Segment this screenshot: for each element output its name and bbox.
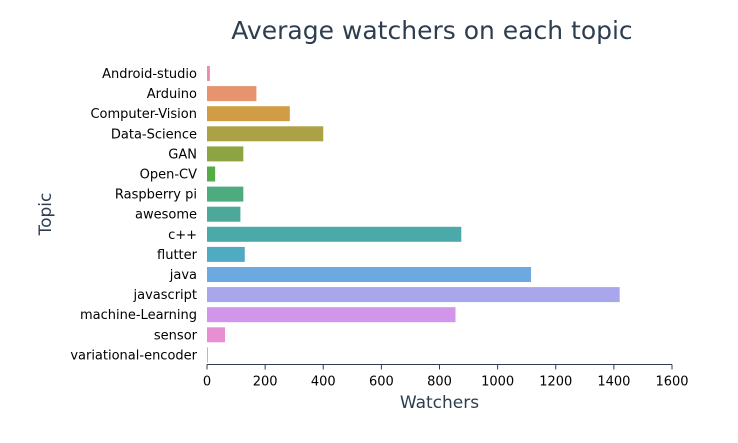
bars-layer <box>207 66 620 363</box>
y-tick-label-flutter: flutter <box>157 248 198 263</box>
bar-gan <box>207 146 244 162</box>
x-tick-label-1000: 1000 <box>481 375 514 390</box>
bar-awesome <box>207 206 241 222</box>
y-tick-label-open-cv: Open-CV <box>140 168 197 183</box>
y-tick-label-javascript: javascript <box>133 288 197 303</box>
x-tick-label-600: 600 <box>369 375 394 390</box>
bar-arduino <box>207 86 257 102</box>
y-tick-label-arduino: Arduino <box>147 87 197 102</box>
bar-android-studio <box>207 66 210 81</box>
bar-javascript <box>207 287 620 303</box>
bar-data-science <box>207 126 324 142</box>
y-tick-label-c: c++ <box>168 228 197 243</box>
x-tick-label-1200: 1200 <box>539 375 572 390</box>
y-axis-title: Topic <box>36 193 56 237</box>
bar-computer-vision <box>207 106 290 122</box>
bar-machine-learning <box>207 307 456 323</box>
y-tick-label-gan: GAN <box>168 147 197 162</box>
y-tick-labels: Android-studio Arduino Computer-Vision Data… <box>70 67 197 363</box>
y-tick-label-variational-encoder: variational-encoder <box>70 348 197 363</box>
x-tick-label-800: 800 <box>427 375 452 390</box>
y-tick-label-data-science: Data-Science <box>111 127 197 142</box>
bar-c <box>207 226 462 242</box>
x-axis-title: Watchers <box>400 393 479 413</box>
bar-flutter <box>207 246 245 262</box>
x-tick-label-1600: 1600 <box>655 375 688 390</box>
x-tick-label-0: 0 <box>203 375 211 390</box>
bar-open-cv <box>207 166 216 182</box>
x-tick-label-1400: 1400 <box>597 375 630 390</box>
y-tick-label-android-studio: Android-studio <box>102 67 197 82</box>
x-tick-label-400: 400 <box>311 375 336 390</box>
y-tick-label-awesome: awesome <box>135 208 197 223</box>
y-tick-label-computer-vision: Computer-Vision <box>90 107 197 122</box>
bar-java <box>207 267 532 282</box>
bar-raspberry-pi <box>207 186 244 202</box>
x-tick-labels: 0 200 400 600 800 1000 1200 1400 1600 <box>203 364 689 390</box>
chart-title: Average watchers on each topic <box>231 16 633 45</box>
bar-variational-encoder <box>207 347 208 363</box>
x-tick-label-200: 200 <box>253 375 278 390</box>
y-tick-label-machine-learning: machine-Learning <box>80 308 197 323</box>
y-tick-label-sensor: sensor <box>154 328 198 343</box>
bar-sensor <box>207 327 226 343</box>
y-tick-label-java: java <box>169 268 197 283</box>
y-tick-label-raspberry-pi: Raspberry pi <box>115 188 197 203</box>
